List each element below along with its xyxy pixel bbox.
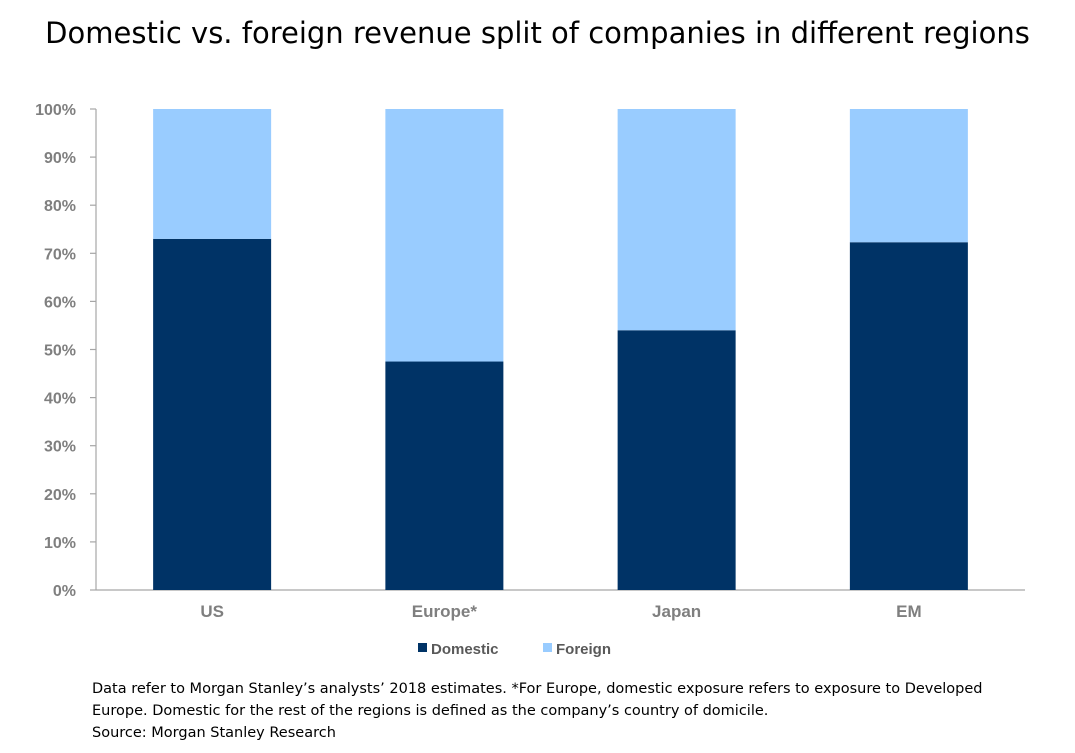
y-tick-label: 100% xyxy=(35,102,76,119)
bar-domestic-japan xyxy=(617,330,736,590)
legend-swatch-foreign xyxy=(543,643,552,652)
y-tick-label: 80% xyxy=(44,198,76,215)
y-tick-label: 0% xyxy=(53,583,76,600)
legend-label-foreign: Foreign xyxy=(556,641,611,658)
bar-domestic-em xyxy=(849,242,968,590)
y-tick-label: 40% xyxy=(44,391,76,408)
bar-foreign-us xyxy=(153,109,272,239)
x-tick-label: US xyxy=(200,602,224,621)
bar-foreign-japan xyxy=(617,109,736,331)
chart-title: Domestic vs. foreign revenue split of co… xyxy=(45,16,1030,50)
bar-foreign-em xyxy=(849,109,968,243)
legend-label-domestic: Domestic xyxy=(431,641,499,658)
footnote-line-1: Data refer to Morgan Stanley’s analysts’… xyxy=(92,681,983,697)
y-tick-label: 10% xyxy=(44,535,76,552)
x-tick-label: Europe* xyxy=(412,602,478,621)
y-tick-label: 30% xyxy=(44,439,76,456)
x-tick-label: EM xyxy=(896,602,922,621)
y-tick-label: 70% xyxy=(44,246,76,263)
x-tick-label: Japan xyxy=(652,602,701,621)
y-tick-label: 50% xyxy=(44,343,76,360)
y-tick-label: 20% xyxy=(44,487,76,504)
y-tick-label: 60% xyxy=(44,294,76,311)
y-tick-label: 90% xyxy=(44,150,76,167)
bar-domestic-us xyxy=(153,238,272,590)
chart-footnote: Data refer to Morgan Stanley’s analysts’… xyxy=(92,678,1052,744)
legend-swatch-domestic xyxy=(418,643,427,652)
bar-foreign-europe xyxy=(385,109,504,362)
bar-domestic-europe xyxy=(385,361,504,590)
stacked-bar-chart: 0% 10% 20% 30% 40% 50% 60% 70% 80% 90% 100% US Europ… xyxy=(35,102,1025,658)
footnote-line-2: Europe. Domestic for the rest of the reg… xyxy=(92,703,769,719)
source-note: Source: Morgan Stanley Research xyxy=(92,725,336,741)
